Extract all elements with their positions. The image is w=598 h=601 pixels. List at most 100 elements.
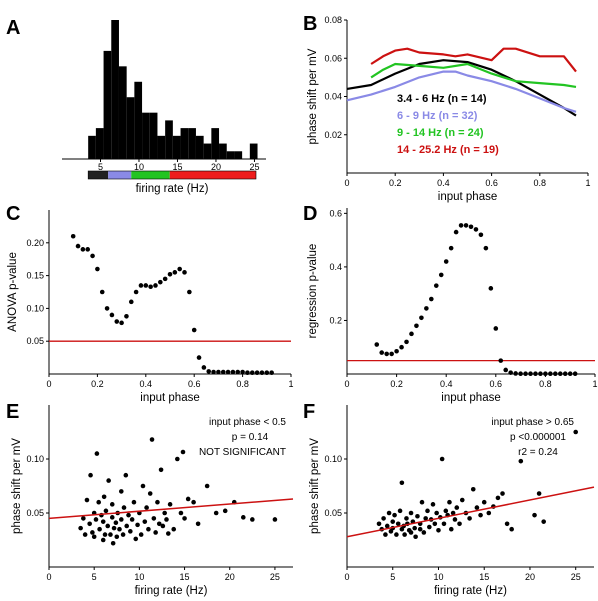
data-point — [117, 526, 122, 532]
data-point — [433, 283, 439, 288]
data-point — [390, 519, 396, 524]
data-point — [381, 516, 386, 521]
x-tick-label: 10 — [433, 572, 443, 582]
data-point — [230, 369, 236, 375]
x-tick-label: 20 — [225, 572, 235, 582]
data-point — [419, 499, 425, 505]
data-point — [100, 537, 106, 543]
histogram-bar — [172, 135, 181, 159]
annotation: NOT SIGNIFICANT — [199, 447, 286, 458]
firing-rate-band — [169, 171, 256, 179]
data-point — [250, 517, 255, 522]
y-tick-label: 0.02 — [324, 130, 342, 140]
series-line — [370, 47, 577, 73]
data-point — [500, 491, 505, 496]
data-point — [235, 369, 241, 375]
y-tick-label: 0.10 — [324, 454, 342, 464]
histogram-bar — [134, 81, 143, 159]
data-point — [573, 429, 579, 435]
data-point — [443, 508, 449, 514]
y-tick-label: 0.2 — [329, 315, 342, 325]
histogram-bar — [111, 20, 119, 159]
data-point — [82, 532, 88, 537]
y-tick-label: 0.05 — [324, 508, 342, 518]
data-point — [149, 437, 155, 442]
data-point — [414, 323, 419, 329]
data-point — [147, 491, 153, 496]
data-point — [399, 344, 404, 350]
data-point — [106, 478, 111, 483]
data-point — [404, 516, 409, 521]
panel-c: C 0 0.2 0.4 0.6 0.8 1 0.05 0.10 0.15 0.20 input pha… — [6, 203, 294, 404]
data-point — [264, 370, 270, 375]
data-point — [483, 245, 489, 251]
regression-fit-line — [48, 498, 294, 520]
data-point — [110, 540, 116, 546]
histogram-bar — [180, 128, 189, 159]
x-tick-label: 25 — [249, 162, 259, 172]
data-point — [454, 505, 460, 510]
x-tick-label: 5 — [92, 572, 97, 582]
annotation: input phase > 0.65 — [491, 417, 574, 428]
y-tick-label: 0.05 — [26, 508, 44, 518]
data-point — [436, 527, 441, 533]
x-axis-label: input phase — [441, 392, 500, 404]
data-point — [160, 523, 166, 529]
data-point — [394, 532, 399, 537]
data-point — [473, 227, 479, 232]
data-point — [140, 483, 146, 489]
data-point — [448, 526, 454, 532]
histogram-bar — [142, 112, 150, 159]
x-tick-label: 15 — [180, 572, 190, 582]
data-point — [467, 516, 472, 521]
data-point — [109, 312, 115, 318]
panel-letter: D — [303, 203, 317, 225]
legend-entry: 6 - 9 Hz (n = 32) — [397, 110, 478, 122]
data-point — [486, 510, 492, 516]
data-point — [459, 497, 465, 503]
data-point — [379, 350, 385, 355]
x-tick-label: 0 — [344, 379, 349, 389]
data-point — [415, 513, 420, 519]
data-point — [135, 522, 140, 528]
data-point — [220, 369, 226, 375]
data-point — [153, 530, 158, 535]
data-point — [175, 456, 180, 462]
y-tick-label: 0.10 — [26, 303, 44, 313]
histogram-bar — [95, 128, 104, 159]
data-point — [478, 232, 484, 238]
data-point — [518, 371, 523, 377]
data-point — [95, 266, 100, 272]
data-point — [457, 521, 462, 527]
data-point — [498, 358, 504, 363]
x-tick-label: 25 — [270, 572, 280, 582]
histogram-bar — [88, 135, 96, 159]
annotation: input phase < 0.5 — [209, 417, 286, 428]
y-tick-label: 0.20 — [26, 238, 44, 248]
data-point — [417, 526, 423, 532]
data-point — [504, 521, 510, 527]
series-line — [346, 59, 577, 117]
panel-letter: C — [6, 203, 20, 225]
data-point — [129, 517, 135, 522]
data-point — [536, 491, 542, 496]
series-line — [370, 62, 577, 88]
panel-letter: F — [303, 401, 315, 423]
data-point — [167, 502, 173, 507]
data-point — [533, 371, 538, 377]
data-point — [156, 521, 162, 527]
y-tick-label: 0.6 — [329, 208, 342, 218]
x-tick-label: 10 — [134, 572, 144, 582]
x-tick-label: 0.8 — [236, 379, 249, 389]
data-point — [495, 495, 501, 501]
x-axis-label: input phase — [140, 392, 199, 404]
data-point — [177, 266, 182, 272]
data-point — [447, 499, 452, 505]
band-outline — [87, 170, 257, 180]
data-point — [100, 519, 106, 524]
x-tick-label: 20 — [211, 162, 221, 172]
data-point — [120, 532, 126, 537]
data-point — [413, 534, 418, 540]
x-tick-label: 1 — [585, 178, 590, 188]
y-tick-label: 0.05 — [26, 336, 44, 346]
